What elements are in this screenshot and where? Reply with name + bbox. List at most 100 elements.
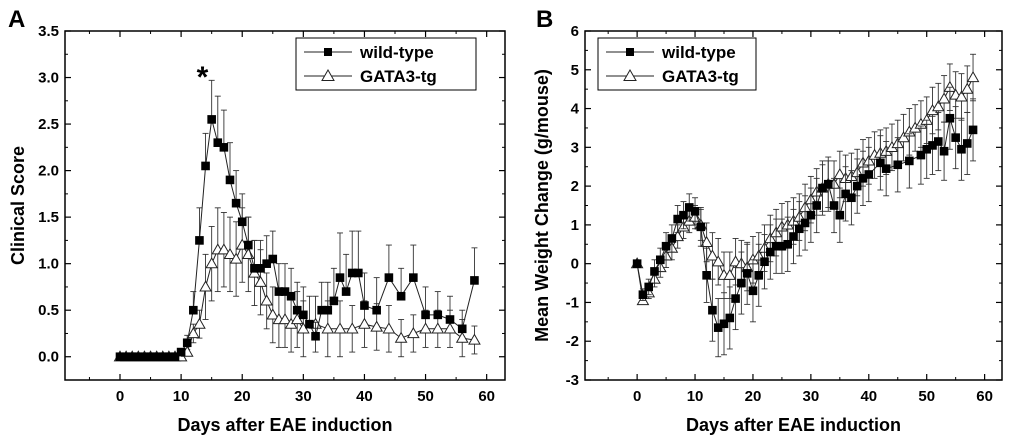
point-marker — [829, 201, 839, 210]
point-marker — [719, 319, 729, 329]
point-marker — [723, 268, 737, 280]
point-marker — [931, 100, 945, 112]
point-marker — [470, 276, 479, 285]
point-marker — [231, 198, 241, 208]
point-marker — [311, 331, 320, 341]
point-marker — [800, 218, 810, 228]
point-marker — [638, 290, 648, 299]
legend: wild-type GATA3-tg — [597, 37, 757, 91]
chart-panel-a: A 0 10 20 30 40 50 60 0.0 0.5 1.0 1.5 2.0 2.5 3.0 3.5 Da… — [8, 6, 506, 435]
point-marker — [280, 287, 290, 296]
significance-asterisk: * — [197, 61, 209, 94]
point-marker — [384, 273, 394, 282]
point-marker — [329, 296, 339, 306]
x-axis-title: Days after EAE induction — [177, 415, 392, 435]
y-tick-label: 3.5 — [38, 23, 59, 40]
point-marker — [201, 161, 210, 171]
series-gata3-tg — [630, 53, 980, 306]
x-tick-label: 30 — [295, 388, 312, 405]
panel-letter: B — [536, 6, 553, 33]
point-marker — [806, 210, 816, 220]
point-marker — [706, 249, 719, 261]
point-marker — [433, 310, 443, 320]
point-marker — [881, 164, 891, 173]
x-axis-title: Days after EAE induction — [686, 415, 901, 435]
point-marker — [893, 160, 903, 170]
point-marker — [431, 322, 445, 334]
point-marker — [650, 267, 659, 276]
point-marker — [632, 259, 642, 268]
x-tick-label: 0 — [633, 388, 641, 405]
point-marker — [237, 217, 247, 227]
point-marker — [421, 310, 430, 320]
point-marker — [254, 275, 267, 287]
point-marker — [708, 305, 717, 315]
plot-frame — [64, 30, 506, 381]
point-marker — [794, 224, 804, 234]
point-marker — [823, 179, 833, 189]
point-marker — [655, 255, 665, 265]
point-marker — [372, 305, 381, 315]
point-marker — [725, 313, 735, 323]
legend-marker — [623, 68, 637, 81]
point-marker — [760, 257, 769, 267]
point-marker — [335, 273, 345, 282]
point-marker — [700, 235, 713, 247]
point-marker — [199, 280, 212, 292]
y-tick-label: 5 — [571, 62, 579, 79]
x-tick-label: 20 — [234, 388, 251, 405]
y-tick-label: 4 — [571, 101, 580, 118]
point-marker — [360, 301, 369, 310]
point-marker — [933, 137, 943, 146]
y-tick-label: -2 — [566, 333, 579, 350]
y-tick-label: 2.5 — [38, 116, 59, 133]
point-marker — [443, 322, 457, 334]
legend-label: wild-type — [661, 43, 736, 62]
point-marker — [960, 82, 974, 94]
point-marker — [358, 317, 371, 329]
point-marker — [711, 255, 725, 267]
x-tick-label: 60 — [478, 388, 495, 405]
point-marker — [897, 131, 910, 143]
point-marker — [644, 282, 654, 292]
y-tick-label: 2 — [571, 178, 579, 195]
point-marker — [333, 322, 347, 334]
legend-label: wild-type — [359, 43, 434, 62]
point-marker — [170, 352, 180, 362]
y-tick-label: 2.0 — [38, 163, 59, 180]
point-marker — [345, 322, 359, 334]
point-marker — [321, 322, 335, 334]
point-marker — [419, 322, 432, 334]
point-marker — [409, 273, 418, 282]
point-marker — [193, 317, 206, 329]
point-marker — [354, 268, 363, 278]
y-tick-label: 0.0 — [38, 349, 59, 366]
x-tick-label: 10 — [687, 388, 704, 405]
point-marker — [223, 247, 237, 259]
point-marker — [406, 326, 420, 339]
point-marker — [690, 207, 700, 216]
x-tick-label: 50 — [417, 388, 434, 405]
point-marker — [876, 158, 885, 168]
series-gata3-tg — [113, 207, 481, 362]
point-marker — [396, 291, 406, 301]
point-marker — [225, 175, 235, 185]
point-marker — [323, 305, 333, 315]
x-tick-label: 10 — [173, 388, 190, 405]
point-marker — [679, 210, 688, 220]
point-marker — [244, 240, 253, 250]
x-tick-label: 0 — [116, 388, 124, 405]
y-tick-label: 6 — [571, 23, 579, 40]
point-marker — [394, 331, 408, 343]
point-marker — [455, 331, 469, 343]
point-marker — [217, 243, 231, 255]
point-marker — [916, 150, 926, 160]
point-marker — [737, 278, 746, 288]
point-marker — [852, 181, 862, 191]
point-marker — [205, 257, 219, 269]
point-marker — [783, 239, 793, 249]
series-wild-type — [632, 86, 978, 358]
y-tick-label: 1.5 — [38, 209, 59, 226]
